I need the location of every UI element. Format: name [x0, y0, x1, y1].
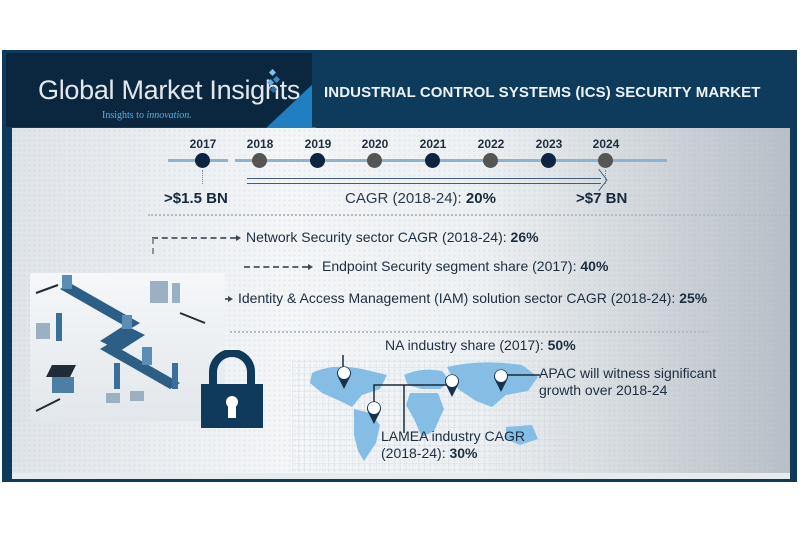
map-pin-icon-apac [494, 369, 508, 392]
timeline-year: 2020 [361, 137, 389, 151]
leader-line [152, 237, 236, 239]
timeline-year: 2017 [189, 137, 217, 151]
map-pin-icon-lamea [367, 401, 381, 424]
page-title: INDUSTRIAL CONTROL SYSTEMS (ICS) SECURIT… [324, 84, 761, 101]
map-pin-icon-na [337, 366, 351, 389]
padlock-icon [201, 350, 263, 428]
timeline-dot-2022 [483, 153, 498, 168]
stat-iam: Identity & Access Management (IAM) solut… [238, 290, 708, 306]
logo-panel: Global Market Insights Insights to innov… [6, 53, 316, 130]
title-panel: INDUSTRIAL CONTROL SYSTEMS (ICS) SECURIT… [312, 53, 793, 127]
region-lamea-label: LAMEA industry CAGR (2018-24): 30% [381, 428, 525, 461]
timeline-year: 2018 [246, 137, 274, 151]
factory-assembly-line-illustration [30, 273, 225, 421]
timeline-year: 2023 [535, 137, 563, 151]
timeline-year: 2022 [477, 137, 505, 151]
brand-tagline: Insights to innovation. [102, 110, 192, 121]
map-pin-icon-europe [445, 374, 459, 397]
timeline-dot-2020 [367, 153, 382, 168]
timeline-dot-2018 [252, 153, 267, 168]
timeline-year: 2019 [304, 137, 332, 151]
divider [230, 331, 708, 333]
timeline-dot-2019 [310, 153, 325, 168]
divider [148, 214, 788, 216]
timeline-dot-2021 [425, 153, 440, 168]
cagr-label: CAGR (2018-24): 20% [345, 190, 496, 207]
region-na-label: NA industry share (2017): 50% [385, 337, 576, 353]
accent-triangle [264, 81, 316, 130]
timeline-dot-2023 [541, 153, 556, 168]
timeline-year: 2024 [592, 137, 620, 151]
timeline-dot-2024 [598, 153, 613, 168]
leader-line [244, 266, 308, 268]
stat-endpoint-security: Endpoint Security segment share (2017): … [322, 258, 609, 274]
market-value-2024: >$7 BN [576, 190, 628, 207]
timeline-year: 2021 [419, 137, 447, 151]
factory-icon [35, 275, 206, 412]
timeline-tick-end [605, 170, 606, 184]
bottom-strip [12, 473, 790, 479]
stat-network-security: Network Security sector CAGR (2018-24): … [246, 229, 539, 245]
arrow-head-icon [308, 264, 313, 270]
arrow-head-icon [236, 235, 241, 241]
region-apac-label: APAC will witness significant growth ove… [539, 365, 717, 398]
brand-name: Global Market Insights [38, 75, 301, 105]
timeline-segment-main [235, 159, 667, 162]
world-map [292, 355, 577, 475]
timeline-dot-2017 [195, 153, 210, 168]
arrow-head-icon [228, 296, 233, 302]
leader-line-vertical [152, 238, 154, 254]
cagr-arrow [247, 178, 601, 184]
market-value-2017: >$1.5 BN [164, 190, 228, 207]
timeline-tick-start [202, 170, 203, 184]
